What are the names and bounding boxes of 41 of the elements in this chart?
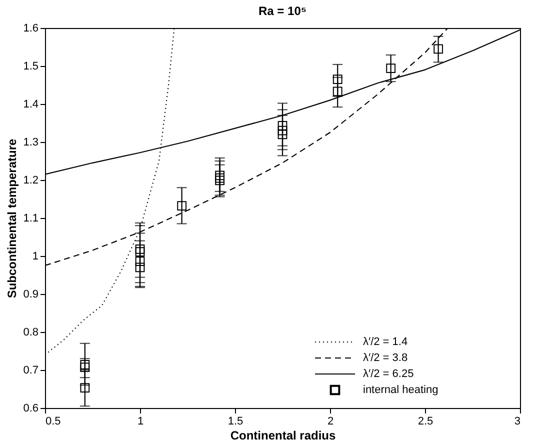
- point: [135, 256, 145, 266]
- point: [278, 126, 288, 136]
- point: [386, 64, 396, 73]
- point: [332, 74, 342, 84]
- chart-title: Ra = 10⁵: [258, 4, 306, 18]
- y-tick-label: 1.3: [23, 136, 38, 148]
- point: [215, 176, 224, 186]
- x-tick-label: 1: [137, 416, 144, 428]
- y-tick-label: 1.2: [23, 174, 38, 186]
- x-axis-title: Continental radius: [230, 428, 336, 442]
- y-tick-label: 1.5: [23, 60, 38, 72]
- point: [215, 173, 224, 183]
- y-tick-label: 1.6: [23, 22, 38, 34]
- point: [434, 44, 443, 54]
- point: [80, 362, 90, 372]
- x-tick-label: 1.5: [228, 416, 244, 428]
- y-tick-label: 0.6: [23, 402, 38, 414]
- legend-label: λ′/2 = 3.8: [363, 352, 408, 364]
- y-tick-label: 1.4: [23, 98, 38, 110]
- x-tick-label: 2: [327, 416, 334, 428]
- point: [135, 244, 145, 254]
- legend-label: λ′/2 = 6.25: [363, 368, 414, 380]
- y-tick-label: 0.9: [23, 288, 38, 300]
- y-tick-label: 0.8: [23, 326, 38, 338]
- y-tick-label: 1: [32, 250, 38, 262]
- y-axis-title: Subcontinental temperature: [5, 138, 20, 298]
- legend-label: λ′/2 = 1.4: [363, 336, 408, 348]
- legend-label: internal heating: [363, 384, 438, 396]
- y-tick-label: 1.1: [23, 212, 38, 224]
- point: [135, 262, 145, 272]
- point: [332, 86, 342, 96]
- x-tick-label: 3: [514, 416, 520, 428]
- x-tick-label: 0.5: [46, 416, 61, 428]
- point: [215, 170, 224, 180]
- y-tick-label: 0.7: [23, 364, 38, 376]
- point: [80, 383, 90, 393]
- point: [135, 247, 145, 257]
- point: [177, 201, 186, 211]
- x-tick-label: 2.5: [418, 416, 434, 428]
- point: [80, 360, 90, 370]
- point: [278, 130, 288, 140]
